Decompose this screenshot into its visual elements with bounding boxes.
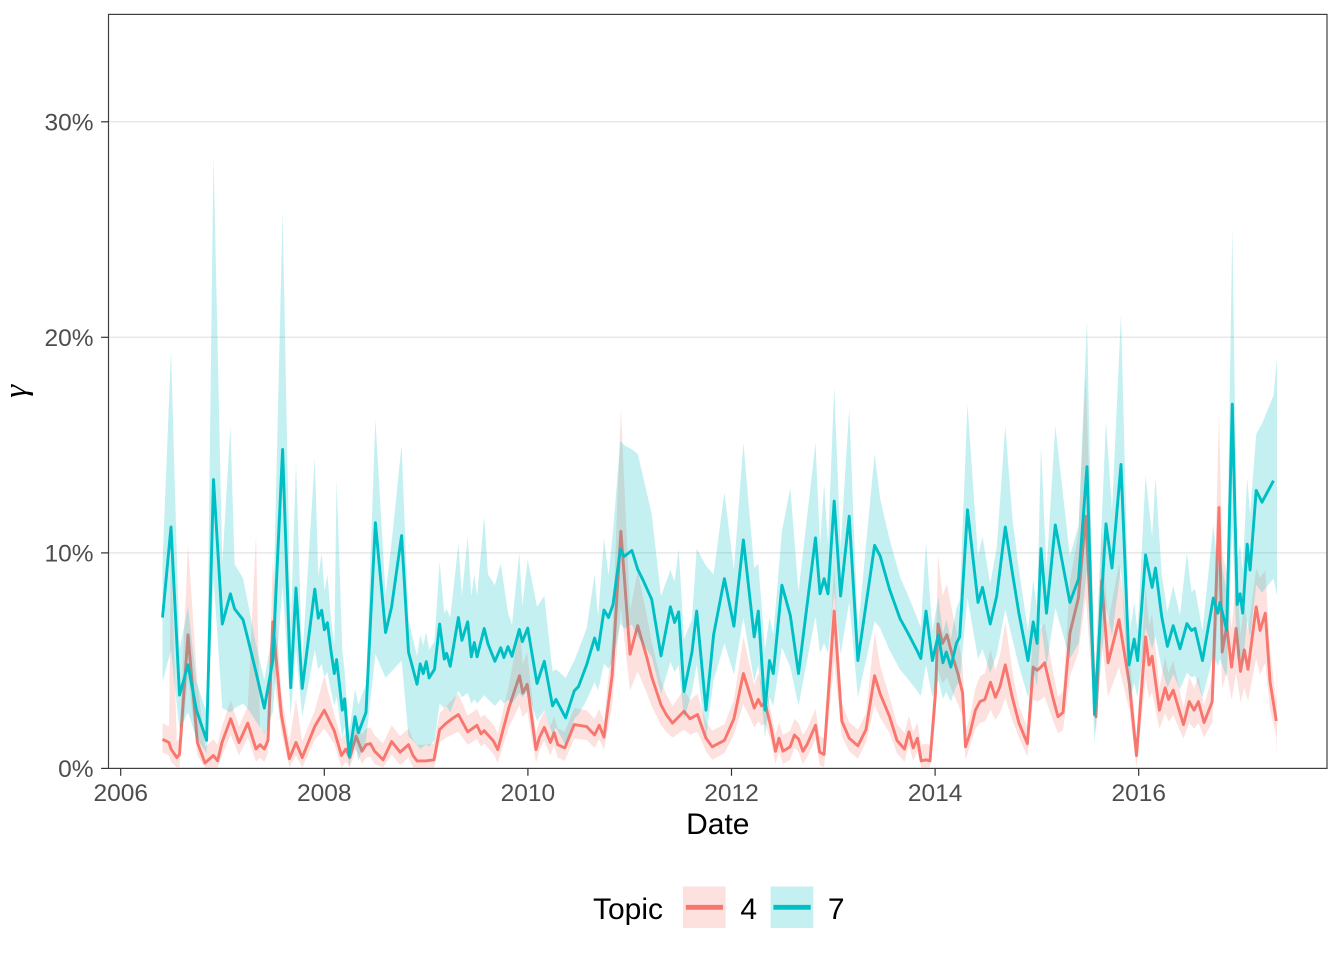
- svg-text:γ: γ: [0, 384, 34, 398]
- svg-text:10%: 10%: [44, 541, 93, 568]
- svg-text:2014: 2014: [908, 780, 963, 807]
- svg-text:2010: 2010: [501, 780, 556, 807]
- svg-text:20%: 20%: [44, 325, 93, 352]
- svg-text:2012: 2012: [704, 780, 759, 807]
- svg-text:0%: 0%: [58, 756, 93, 783]
- svg-text:4: 4: [740, 893, 757, 926]
- svg-text:7: 7: [828, 893, 845, 926]
- svg-text:Topic: Topic: [593, 893, 663, 926]
- svg-text:2008: 2008: [297, 780, 352, 807]
- svg-text:2006: 2006: [93, 780, 148, 807]
- svg-text:Date: Date: [686, 808, 749, 841]
- svg-text:30%: 30%: [44, 110, 93, 137]
- svg-text:2016: 2016: [1111, 780, 1166, 807]
